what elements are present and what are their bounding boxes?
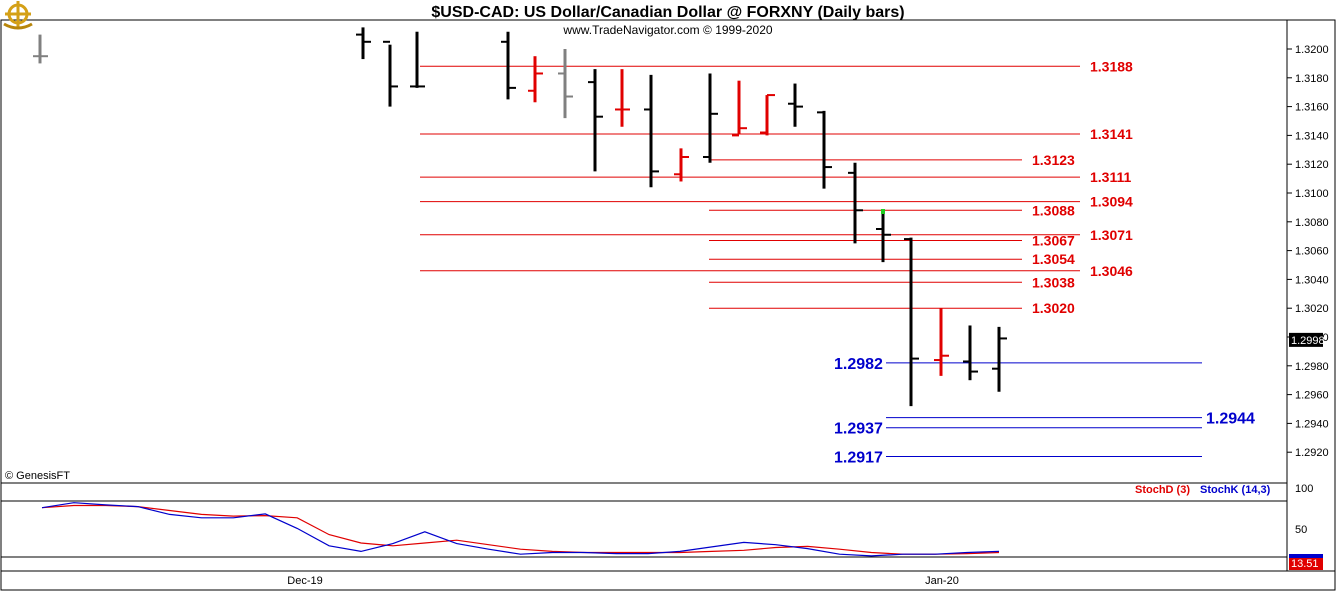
stoch-d-line [41, 504, 1000, 555]
price-tick-label: 1.2980 [1295, 361, 1329, 373]
price-bars [33, 27, 1007, 407]
last-price-marker: 1.2998 [1289, 332, 1325, 347]
price-tick-label: 1.3100 [1295, 188, 1329, 200]
price-levels: 1.3188 1.3141 1.3123 1.3111 1.3094 1.3088 1.30… [420, 58, 1255, 467]
price-tick-label: 1.3160 [1295, 102, 1329, 114]
credit-label: © GenesisFT [5, 470, 70, 482]
price-tick-label: 1.3060 [1295, 246, 1329, 258]
stochastic-panel: 100 50 StochD (3) StochK (14,3) 13.51 [1, 483, 1323, 570]
last-price-box [1289, 332, 1323, 347]
price-tick-label: 1.2960 [1295, 390, 1329, 402]
resistance-label: 1.3054 [1032, 251, 1075, 267]
stoch-tick-label: 50 [1295, 524, 1307, 536]
stoch-last-value: 13.51 [1291, 558, 1319, 570]
resistance-label: 1.3020 [1032, 300, 1075, 316]
support-label: 1.2917 [834, 450, 883, 467]
price-tick-label: 1.3120 [1295, 159, 1329, 171]
stoch-d-legend: StochD (3) [1135, 484, 1190, 496]
stoch-k-line [41, 502, 1000, 557]
resistance-label: 1.3111 [1090, 169, 1131, 185]
stoch-last-box-blue [1289, 554, 1323, 558]
stoch-k-legend: StochK (14,3) [1200, 484, 1271, 496]
time-axis-label: Dec-19 [287, 575, 322, 587]
support-label: 1.2937 [834, 421, 883, 438]
price-tick-label: 1.3040 [1295, 274, 1329, 286]
resistance-label: 1.3141 [1090, 126, 1133, 142]
price-tick-label: 1.3180 [1295, 73, 1329, 85]
chart-subtitle: www.TradeNavigator.com © 1999-2020 [562, 23, 772, 37]
time-axis-labels: Dec-19 Jan-20 [287, 575, 959, 587]
stoch-tick-label: 100 [1295, 483, 1313, 495]
stoch-panel-frame [0, 482, 1288, 572]
resistance-label: 1.3088 [1032, 202, 1075, 218]
support-label: 1.2944 [1206, 411, 1255, 428]
resistance-label: 1.3067 [1032, 233, 1075, 249]
time-axis-label: Jan-20 [925, 575, 959, 587]
price-panel-frame [0, 19, 1288, 484]
price-tick-label: 1.3200 [1295, 44, 1329, 56]
support-label: 1.2982 [834, 356, 883, 373]
resistance-label: 1.3046 [1090, 263, 1133, 279]
price-tick-label: 1.2940 [1295, 418, 1329, 430]
resistance-label: 1.3038 [1032, 274, 1075, 290]
last-price-value: 1.2998 [1291, 335, 1325, 347]
gold-ship-wheel-logo [3, 1, 33, 30]
price-tick-label: 1.3080 [1295, 217, 1329, 229]
price-tick-label: 1.2920 [1295, 447, 1329, 459]
resistance-label: 1.3123 [1032, 152, 1075, 168]
price-axis-frame [1286, 19, 1336, 572]
resistance-label: 1.3188 [1090, 58, 1133, 74]
signal-marker [881, 209, 885, 214]
chart-title: $USD-CAD: US Dollar/Canadian Dollar @ FO… [431, 4, 904, 21]
resistance-label: 1.3094 [1090, 194, 1133, 210]
price-tick-label: 1.3020 [1295, 303, 1329, 315]
price-tick-label: 1.3140 [1295, 130, 1329, 142]
time-axis-frame [0, 570, 1336, 591]
resistance-label: 1.3071 [1090, 227, 1133, 243]
